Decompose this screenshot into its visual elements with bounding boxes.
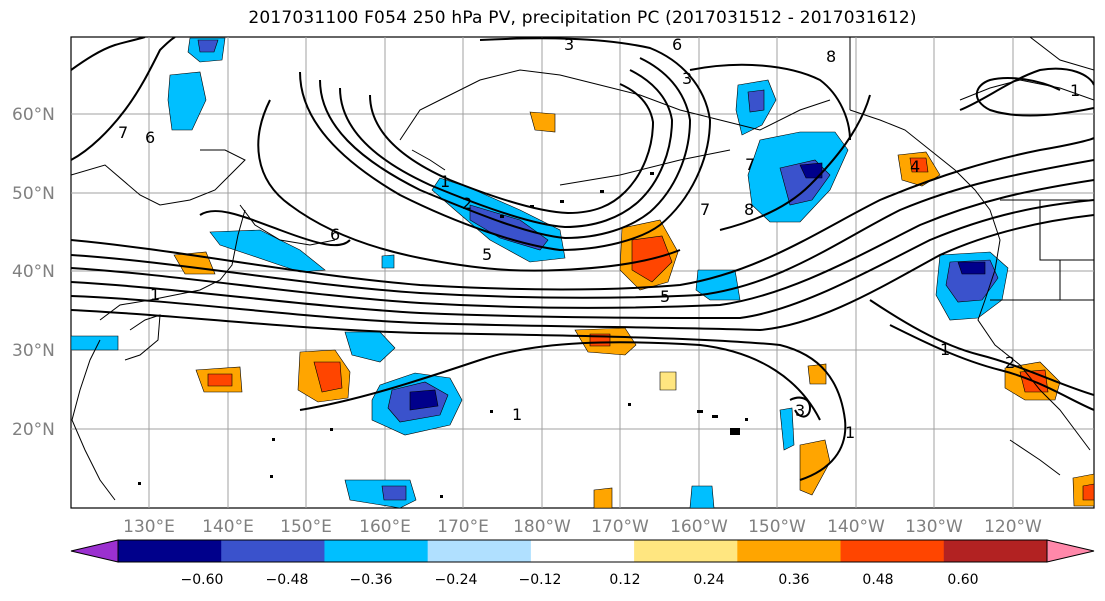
colorbar-segment: [530, 540, 635, 562]
precip-patch: [957, 261, 986, 275]
lon-label: 160°W: [670, 517, 728, 537]
lon-label: 170°W: [591, 517, 649, 537]
colorbar-segment: [943, 540, 1048, 562]
contour-label: 3: [564, 35, 574, 54]
lon-label: 130°E: [123, 517, 175, 537]
precip-patch: [381, 254, 395, 269]
lon-label: 150°E: [280, 517, 332, 537]
contour-label: 1: [1070, 81, 1080, 100]
contour-label: 5: [660, 287, 670, 306]
colorbar-extend-low: [70, 539, 119, 563]
precip-patch: [207, 373, 233, 387]
contour-label: 7: [700, 200, 710, 219]
contour-label: 7: [745, 155, 755, 174]
precip-patch: [799, 162, 823, 179]
precip-patch: [909, 157, 929, 173]
colorbar-label: −0.60: [181, 572, 224, 588]
lat-label: 20°N: [12, 420, 55, 440]
lat-label: 60°N: [12, 105, 55, 125]
colorbar-segment: [737, 540, 842, 562]
colorbar-label: 0.24: [693, 572, 724, 588]
contour-label: 8: [826, 47, 836, 66]
contour-label: 3: [682, 69, 692, 88]
precip-patch: [409, 389, 439, 411]
precip-patch: [807, 363, 827, 385]
colorbar-extend-high: [1046, 539, 1095, 563]
colorbar-label: 0.12: [609, 572, 640, 588]
lon-label: 130°W: [905, 517, 963, 537]
contour-label: 6: [145, 128, 155, 147]
contour-label: 7: [118, 123, 128, 142]
precip-patch: [197, 39, 219, 53]
lon-label: 180°W: [513, 517, 571, 537]
lon-label: 160°E: [359, 517, 411, 537]
lon-label: 150°W: [748, 517, 806, 537]
lat-label: 40°N: [12, 262, 55, 282]
lon-label: 120°W: [984, 517, 1042, 537]
colorbar-segment: [427, 540, 532, 562]
contour-label: 3: [795, 401, 805, 420]
lon-label: 140°W: [827, 517, 885, 537]
colorbar-label: −0.36: [350, 572, 393, 588]
colorbar-segment: [118, 540, 222, 562]
precip-patch: [71, 335, 119, 351]
contour-label: 1: [940, 340, 950, 359]
colorbar-label: 0.36: [778, 572, 809, 588]
pv-contour-labels: 1 1 1 1 1 2 2 3 3 3 4 5 5 6 6 6 7 7 7 8 …: [118, 35, 1080, 442]
colorbar-frame: [117, 539, 1048, 563]
lon-label: 140°E: [202, 517, 254, 537]
precip-patch: [529, 111, 556, 133]
precip-patch: [593, 487, 613, 508]
precipitation-shading: [71, 37, 1094, 508]
borders: [849, 37, 1094, 301]
colorbar: −0.60 −0.48 −0.36 −0.24 −0.12 0.12 0.24 …: [70, 539, 1095, 588]
precip-patch: [799, 439, 831, 496]
contour-label: 6: [672, 35, 682, 54]
colorbar-segment: [324, 540, 429, 562]
pv-contours: [71, 37, 1094, 481]
contour-label: 5: [482, 245, 492, 264]
precip-patch: [209, 229, 326, 273]
contour-label: 1: [845, 423, 855, 442]
contour-label: 2: [1005, 353, 1015, 372]
lat-label: 50°N: [12, 184, 55, 204]
precip-patch: [1082, 483, 1094, 501]
contour-label: 8: [744, 200, 754, 219]
precip-patch: [381, 485, 407, 501]
precip-patch: [167, 71, 207, 131]
latitude-labels: 60°N 50°N 40°N 30°N 20°N: [12, 105, 55, 440]
contour-label: 6: [330, 225, 340, 244]
contour-label: 1: [150, 285, 160, 304]
precip-patch: [747, 89, 765, 113]
longitude-labels: 130°E 140°E 150°E 160°E 170°E 180°W 170°…: [123, 517, 1042, 537]
precip-patch: [313, 361, 343, 393]
lon-label: 170°E: [437, 517, 489, 537]
islands: [138, 172, 748, 498]
precip-patch: [695, 269, 741, 301]
colorbar-label: −0.48: [266, 572, 309, 588]
colorbar-segment: [840, 540, 945, 562]
chart-title: 2017031100 F054 250 hPa PV, precipitatio…: [248, 8, 917, 28]
contour-label: 2: [462, 194, 472, 213]
precip-patch: [469, 204, 549, 251]
colorbar-segment: [221, 540, 325, 562]
colorbar-label: −0.12: [519, 572, 562, 588]
precip-patch: [689, 485, 715, 508]
lat-label: 30°N: [12, 341, 55, 361]
colorbar-label: −0.24: [435, 572, 478, 588]
contour-label: 1: [440, 172, 450, 191]
precip-patch: [659, 371, 677, 391]
colorbar-label: 0.48: [862, 572, 893, 588]
colorbar-label: 0.60: [947, 572, 978, 588]
contour-label: 1: [512, 405, 522, 424]
contour-label: 4: [910, 157, 920, 176]
precip-patch: [779, 407, 795, 451]
colorbar-segment: [634, 540, 738, 562]
